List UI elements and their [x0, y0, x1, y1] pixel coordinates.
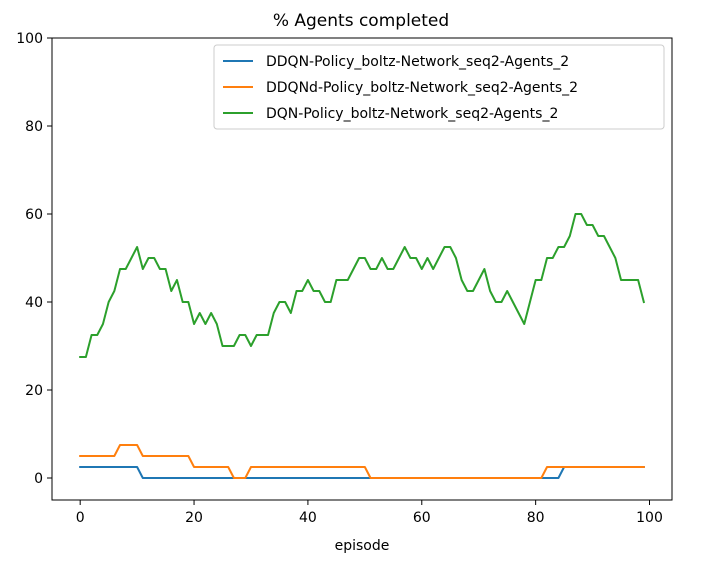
legend-label-1: DDQN-Policy_boltz-Network_seq2-Agents_2 — [266, 54, 569, 70]
series-line-3 — [79, 213, 646, 358]
legend-box — [213, 44, 665, 130]
chart-title: % Agents completed — [273, 11, 449, 31]
y-tick-label: 80 — [25, 119, 43, 135]
y-tick-label: 20 — [25, 383, 43, 399]
y-tick-label: 40 — [25, 295, 43, 311]
y-tick-label: 0 — [34, 471, 43, 487]
ticks-layer: 0 20 40 60 80 100 0 20 40 60 80 100 — [16, 31, 663, 526]
series-layer — [79, 213, 646, 479]
legend-label-2: DDQNd-Policy_boltz-Network_seq2-Agents_2 — [266, 80, 578, 96]
x-tick-label: 60 — [413, 510, 431, 526]
y-tick-label: 100 — [16, 31, 43, 47]
plot-border — [51, 37, 673, 501]
legend-label-3: DQN-Policy_boltz-Network_seq2-Agents_2 — [266, 106, 558, 122]
legend: DDQN-Policy_boltz-Network_seq2-Agents_2 D… — [213, 44, 665, 130]
x-tick-label: 100 — [636, 510, 663, 526]
x-tick-label: 40 — [299, 510, 317, 526]
x-tick-label: 80 — [527, 510, 545, 526]
series-line-2 — [79, 444, 645, 479]
y-tick-label: 60 — [25, 207, 43, 223]
x-axis-label: episode — [335, 538, 390, 554]
x-tick-label: 0 — [76, 510, 85, 526]
x-tick-label: 20 — [185, 510, 203, 526]
